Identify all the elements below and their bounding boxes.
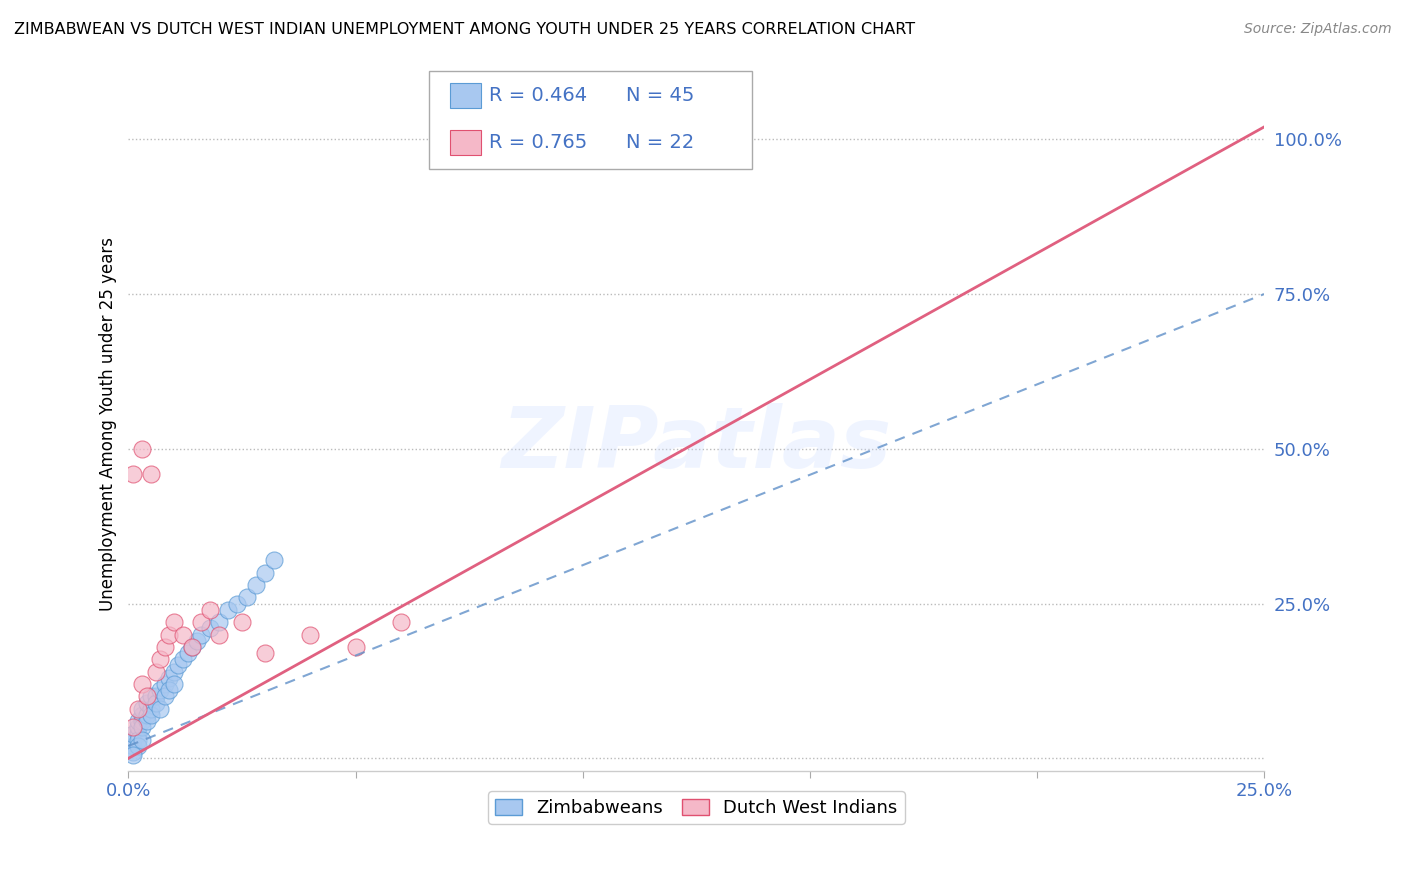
Point — [208, 627, 231, 641]
Point — [131, 708, 153, 723]
Point — [163, 615, 186, 629]
Point — [181, 640, 204, 654]
Point — [131, 720, 153, 734]
Point — [344, 640, 367, 654]
Point — [190, 615, 212, 629]
Point — [217, 603, 239, 617]
Point — [231, 615, 253, 629]
Point — [127, 720, 149, 734]
Text: R = 0.464: R = 0.464 — [489, 87, 588, 105]
Point — [149, 683, 172, 698]
Point — [226, 597, 249, 611]
Point — [163, 677, 186, 691]
Point — [149, 652, 172, 666]
Point — [145, 665, 167, 679]
Text: Source: ZipAtlas.com: Source: ZipAtlas.com — [1244, 22, 1392, 37]
Point — [157, 683, 180, 698]
Point — [122, 732, 145, 747]
Point — [131, 732, 153, 747]
Point — [163, 665, 186, 679]
Point — [235, 591, 257, 605]
Point — [122, 748, 145, 763]
Point — [200, 603, 222, 617]
Point — [253, 566, 276, 580]
Point — [122, 720, 145, 734]
Point — [135, 708, 157, 723]
Point — [145, 690, 167, 704]
Point — [186, 633, 208, 648]
Point — [141, 467, 163, 481]
Point — [181, 640, 204, 654]
Point — [127, 726, 149, 740]
Y-axis label: Unemployment Among Youth under 25 years: Unemployment Among Youth under 25 years — [100, 237, 117, 611]
Point — [167, 658, 190, 673]
Point — [131, 702, 153, 716]
Point — [135, 696, 157, 710]
Point — [263, 553, 285, 567]
Point — [145, 696, 167, 710]
Point — [190, 627, 212, 641]
Point — [127, 739, 149, 753]
Point — [176, 646, 198, 660]
Point — [122, 726, 145, 740]
Point — [149, 702, 172, 716]
Text: N = 45: N = 45 — [626, 87, 695, 105]
Point — [157, 671, 180, 685]
Text: ZIMBABWEAN VS DUTCH WEST INDIAN UNEMPLOYMENT AMONG YOUTH UNDER 25 YEARS CORRELAT: ZIMBABWEAN VS DUTCH WEST INDIAN UNEMPLOY… — [14, 22, 915, 37]
Point — [389, 615, 412, 629]
Text: N = 22: N = 22 — [626, 133, 695, 153]
Point — [200, 621, 222, 635]
Point — [253, 646, 276, 660]
Text: ZIPatlas: ZIPatlas — [501, 403, 891, 486]
Point — [172, 652, 194, 666]
Point — [299, 627, 322, 641]
Point — [153, 677, 176, 691]
Point — [153, 640, 176, 654]
Point — [141, 708, 163, 723]
Point — [135, 714, 157, 728]
Point — [141, 702, 163, 716]
Point — [135, 690, 157, 704]
Point — [141, 690, 163, 704]
Point — [122, 739, 145, 753]
Point — [131, 677, 153, 691]
Point — [208, 615, 231, 629]
Point — [122, 467, 145, 481]
Point — [245, 578, 267, 592]
Point — [127, 732, 149, 747]
Point — [127, 714, 149, 728]
Text: R = 0.765: R = 0.765 — [489, 133, 588, 153]
Point — [172, 627, 194, 641]
Point — [131, 714, 153, 728]
Point — [153, 690, 176, 704]
Point — [131, 442, 153, 456]
Point — [122, 745, 145, 759]
Legend: Zimbabweans, Dutch West Indians: Zimbabweans, Dutch West Indians — [488, 791, 904, 824]
Point — [157, 627, 180, 641]
Point — [127, 702, 149, 716]
